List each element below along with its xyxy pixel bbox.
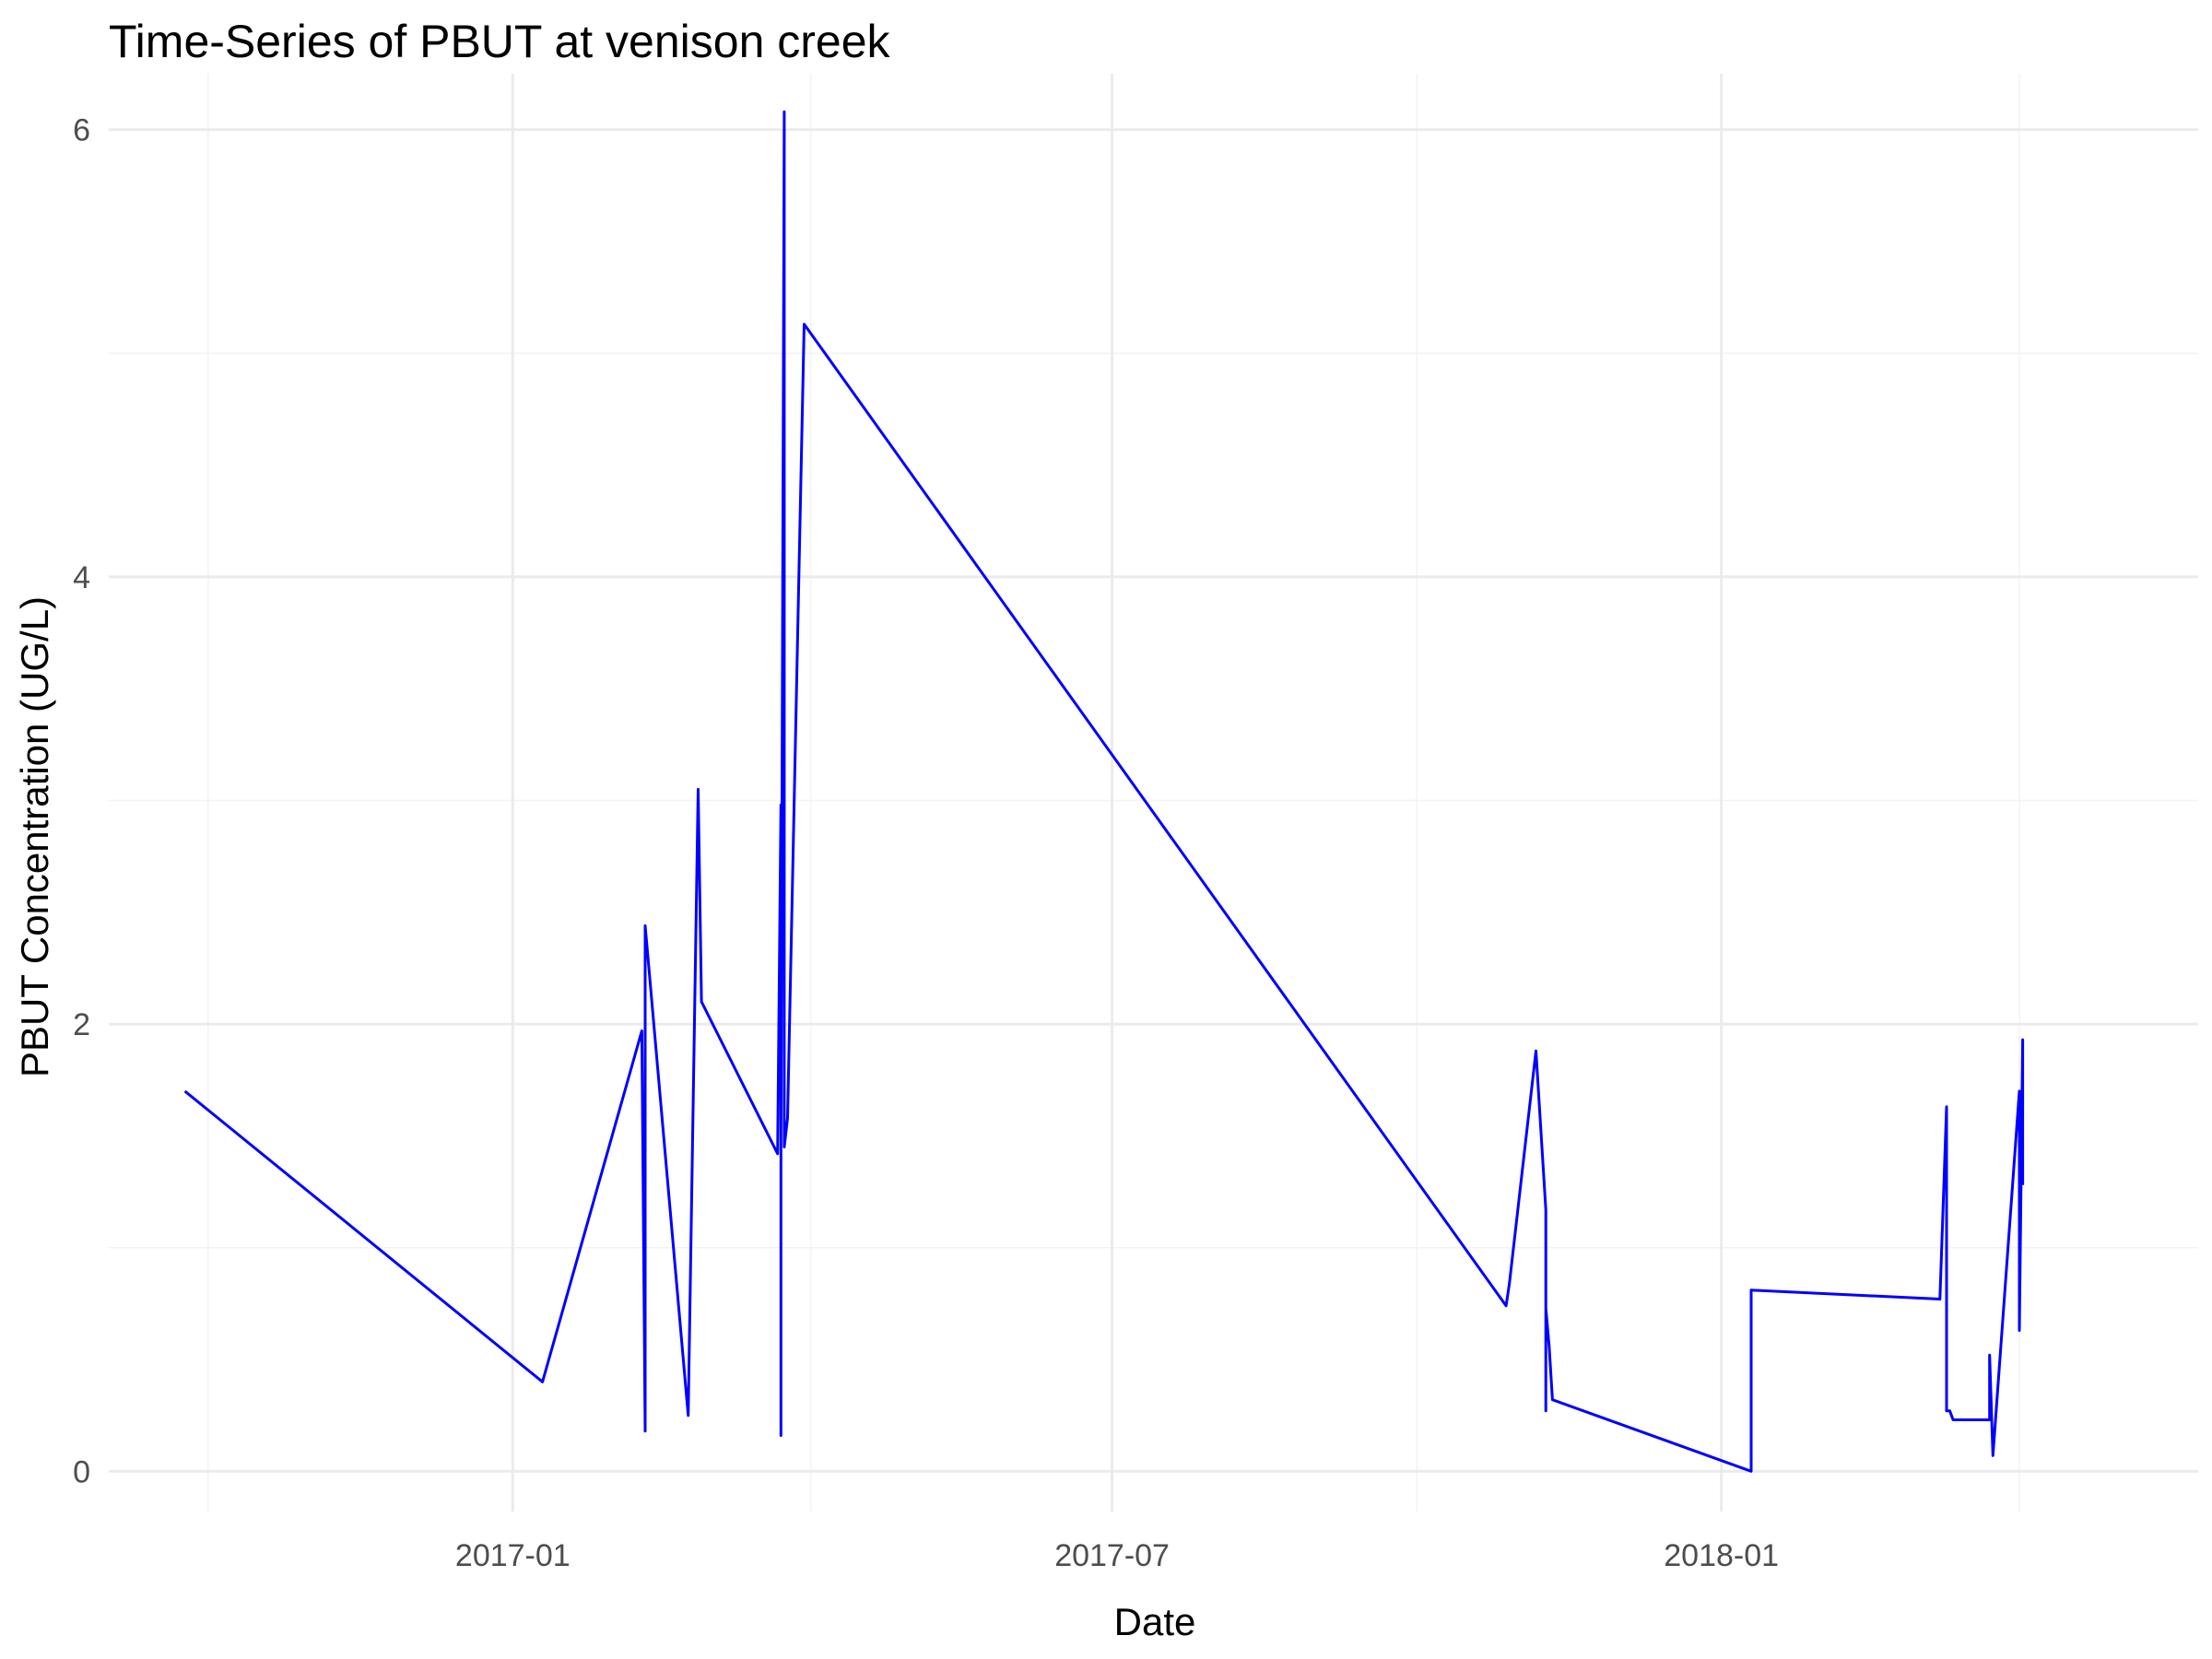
- y-tick-label: 4: [73, 560, 90, 595]
- y-tick-label: 2: [73, 1007, 90, 1042]
- x-tick-label: 2017-01: [455, 1538, 571, 1573]
- y-tick-label: 0: [73, 1454, 90, 1489]
- series-line: [183, 110, 2025, 1473]
- y-axis-title: PBUT Concentration (UG/L): [13, 596, 56, 1077]
- series-layer: [183, 110, 2025, 1473]
- x-axis-title: Date: [1114, 1600, 1196, 1643]
- x-tick-label: 2017-07: [1054, 1538, 1170, 1573]
- tick-labels: 0 2 4 6 2017-01 2017-07 2018-01: [73, 113, 1779, 1573]
- x-tick-label: 2018-01: [1664, 1538, 1779, 1573]
- y-tick-label: 6: [73, 113, 90, 148]
- chart-title: Time-Series of PBUT at venison creek: [109, 16, 891, 67]
- grid: [109, 74, 2198, 1512]
